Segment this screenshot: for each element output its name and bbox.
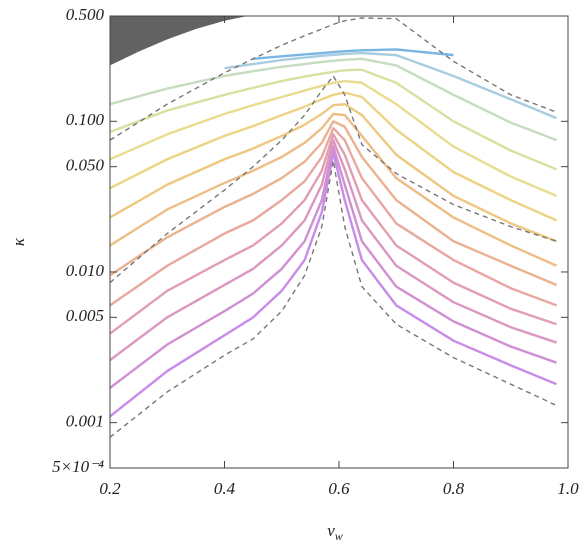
curve	[110, 112, 558, 267]
curve	[110, 151, 558, 418]
curve	[110, 57, 557, 142]
y-tick-label: 0.001	[66, 412, 104, 431]
curve	[110, 120, 558, 287]
x-tick-label: 1.0	[557, 479, 579, 498]
x-tick-label: 0.2	[99, 479, 121, 498]
curve	[110, 68, 558, 171]
excluded-region	[110, 16, 248, 66]
plot-frame	[109, 15, 569, 469]
curve	[110, 127, 557, 307]
y-tick-label: 0.100	[66, 110, 105, 129]
y-tick-label: 0.500	[66, 5, 105, 24]
y-tick-label: 5×10⁻⁴	[52, 457, 104, 476]
y-tick-label: 0.010	[66, 261, 105, 280]
x-tick-label: 0.8	[443, 479, 465, 498]
dashed-curve	[110, 17, 557, 141]
x-tick-label: 0.6	[328, 479, 350, 498]
dashed-curve	[110, 75, 557, 284]
y-tick-label: 0.005	[66, 306, 104, 325]
curve	[110, 91, 558, 222]
x-axis-label-subscript: w	[335, 529, 343, 543]
curve	[110, 79, 558, 197]
x-axis-label-main: v	[327, 521, 335, 540]
curve	[110, 145, 557, 389]
curve	[110, 133, 557, 335]
y-axis-label: κ	[9, 237, 28, 246]
x-tick-label: 0.4	[214, 479, 236, 498]
plot-area	[110, 16, 558, 438]
x-axis-label: vw	[327, 521, 343, 543]
curve	[110, 102, 557, 243]
curve	[224, 51, 558, 120]
dashed-curve	[110, 159, 557, 438]
curve	[253, 48, 454, 60]
y-tick-label: 0.050	[66, 156, 105, 175]
curve	[110, 138, 557, 362]
